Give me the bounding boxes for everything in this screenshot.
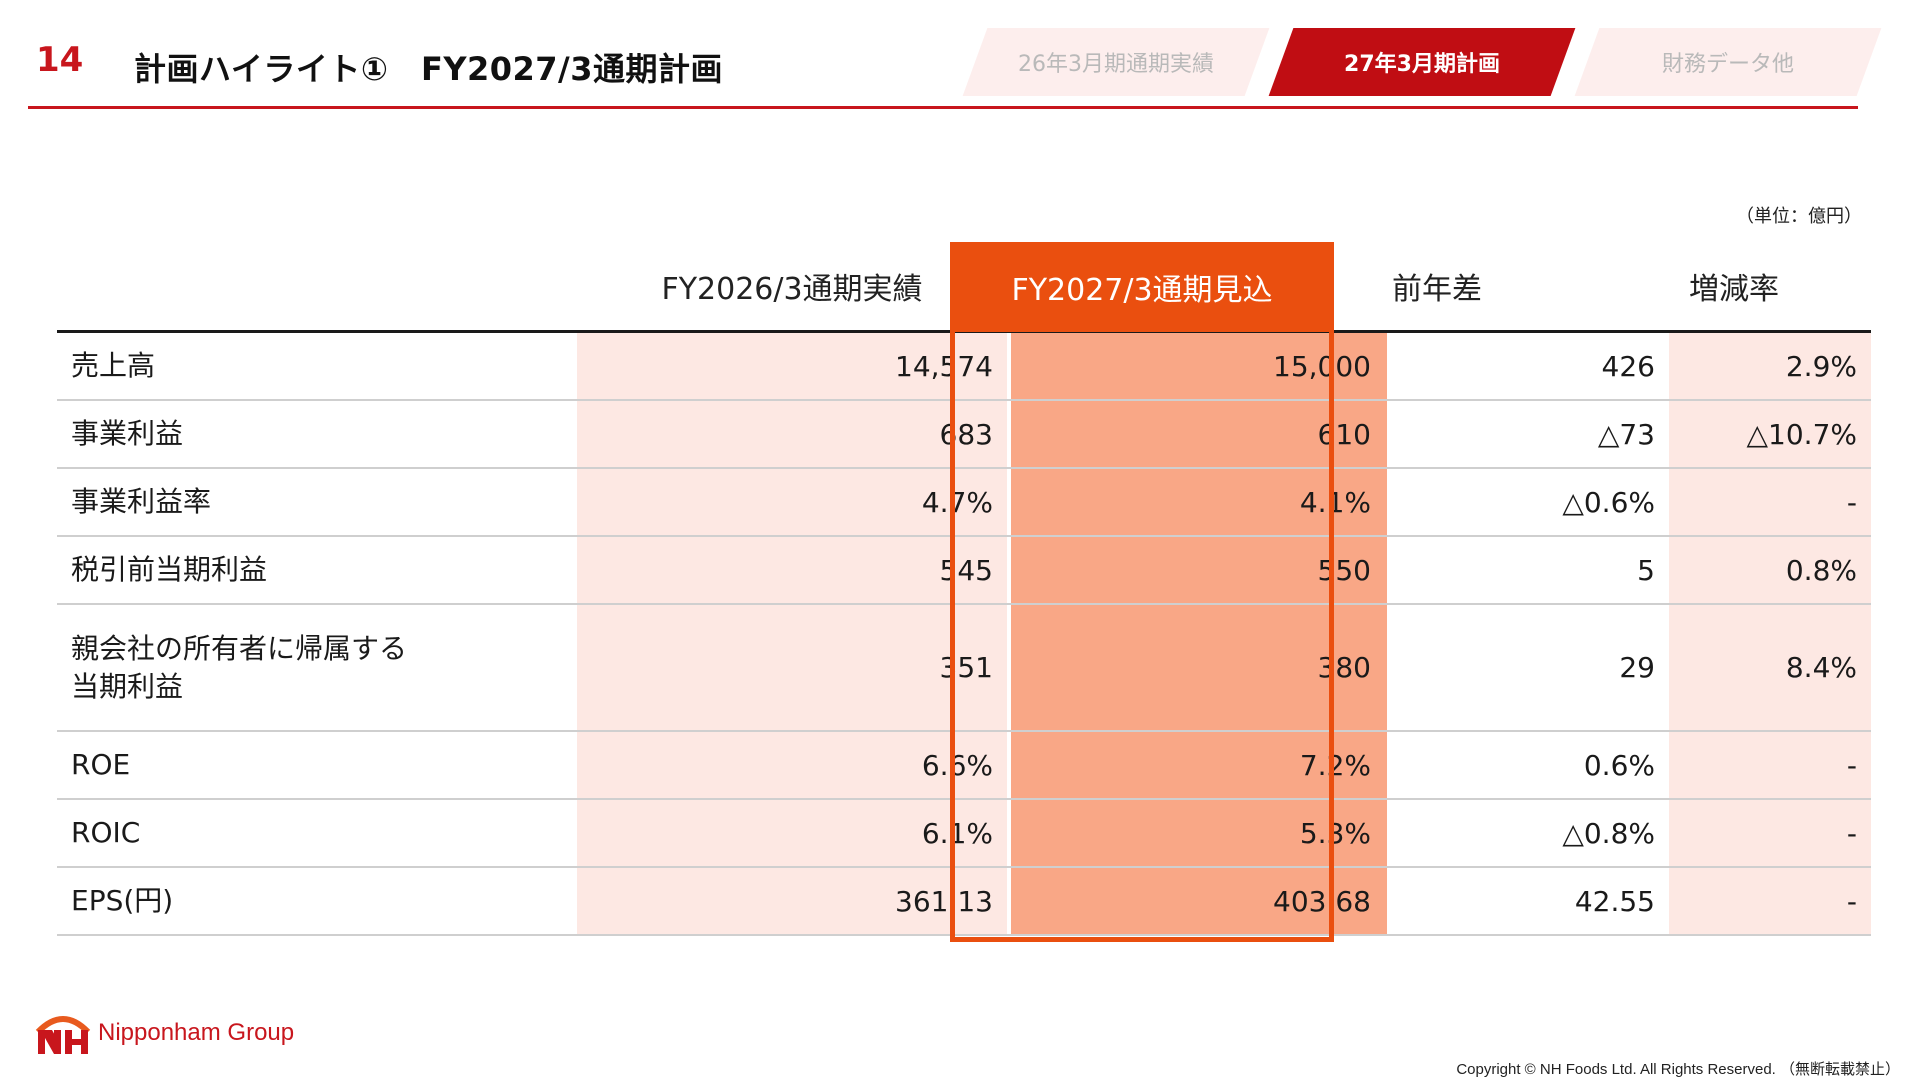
row-label: 税引前当期利益 (71, 553, 268, 586)
cell-diff: 0.6% (1583, 748, 1655, 782)
cell-rate: - (1669, 800, 1871, 866)
row-label: EPS(円) (71, 884, 174, 917)
nipponham-logo: Nipponham Group (34, 1010, 294, 1056)
column-header-fy2027: FY2027/3通期見込 (950, 242, 1334, 332)
cell-fy2027: 4.1% (1011, 469, 1387, 535)
tab-fy2026-results[interactable]: 26年3月期通期実績 (962, 28, 1270, 96)
cell-fy2027: 5.3% (1011, 800, 1387, 866)
cell-fy2026: 683 (577, 401, 1007, 467)
cell-fy2027: 380 (1011, 605, 1387, 730)
table-row-pretax-profit: 税引前当期利益 545 550 5 0.8% (57, 537, 1871, 605)
tab-label: 27年3月期計画 (1344, 52, 1500, 77)
table-row-net-profit: 親会社の所有者に帰属する 当期利益 351 380 29 8.4% (57, 605, 1871, 732)
cell-rate: - (1669, 868, 1871, 934)
cell-diff: 29 (1619, 651, 1655, 684)
column-header-diff: 前年差 (1392, 272, 1482, 307)
table-row-eps: EPS(円) 361.13 403.68 42.55 - (57, 868, 1871, 936)
row-label: ROIC (71, 816, 141, 849)
tab-financial-data[interactable]: 財務データ他 (1574, 28, 1882, 96)
tab-fy2027-plan[interactable]: 27年3月期計画 (1268, 28, 1576, 96)
column-header-fy2026: FY2026/3通期実績 (661, 272, 923, 307)
column-header-rate: 増減率 (1689, 272, 1779, 307)
cell-fy2027: 610 (1011, 401, 1387, 467)
nh-logo-icon (34, 1010, 92, 1056)
cell-fy2026: 361.13 (577, 868, 1007, 934)
cell-rate: 2.9% (1669, 333, 1871, 399)
unit-note: （単位：億円） (1736, 206, 1862, 227)
row-label: ROE (71, 748, 131, 781)
page-title: 計画ハイライト① FY2027/3通期計画 (134, 50, 724, 88)
cell-rate: - (1669, 469, 1871, 535)
cell-fy2027: 550 (1011, 537, 1387, 603)
table-row-sales: 売上高 14,574 15,000 426 2.9% (57, 333, 1871, 401)
cell-diff: △73 (1597, 417, 1655, 451)
cell-diff: △0.6% (1562, 485, 1655, 519)
cell-fy2026: 6.6% (577, 732, 1007, 798)
tab-label: 26年3月期通期実績 (1018, 52, 1214, 77)
logo-text: Nipponham Group (98, 1019, 295, 1046)
tab-label: 財務データ他 (1661, 52, 1794, 77)
row-label-line2: 当期利益 (71, 669, 184, 703)
cell-diff: 5 (1637, 553, 1655, 587)
row-label: 事業利益 (71, 417, 184, 450)
copyright-notice: Copyright © NH Foods Ltd. All Rights Res… (1456, 1061, 1900, 1078)
cell-fy2026: 4.7% (577, 469, 1007, 535)
row-label: 事業利益率 (71, 485, 212, 518)
cell-fy2026: 351 (577, 605, 1007, 730)
row-label: 親会社の所有者に帰属する 当期利益 (71, 605, 571, 730)
plan-table-header: FY2026/3通期実績 前年差 増減率 (57, 242, 1871, 330)
row-label-line1: 親会社の所有者に帰属する (71, 631, 408, 665)
slide-number: 14 (36, 40, 84, 80)
table-row-roe: ROE 6.6% 7.2% 0.6% - (57, 732, 1871, 800)
table-row-business-profit: 事業利益 683 610 △73 △10.7% (57, 401, 1871, 469)
row-label: 売上高 (71, 349, 156, 382)
cell-fy2027: 403.68 (1011, 868, 1387, 934)
cell-fy2027: 15,000 (1011, 333, 1387, 399)
cell-rate: △10.7% (1669, 401, 1871, 467)
cell-fy2027: 7.2% (1011, 732, 1387, 798)
cell-diff: 42.55 (1574, 884, 1655, 918)
cell-fy2026: 14,574 (577, 333, 1007, 399)
title-divider (28, 106, 1858, 109)
cell-rate: 0.8% (1669, 537, 1871, 603)
cell-fy2026: 6.1% (577, 800, 1007, 866)
cell-fy2026: 545 (577, 537, 1007, 603)
cell-rate: - (1669, 732, 1871, 798)
cell-rate: 8.4% (1669, 605, 1871, 730)
cell-diff: 426 (1601, 349, 1655, 383)
cell-diff: △0.8% (1562, 816, 1655, 850)
table-row-roic: ROIC 6.1% 5.3% △0.8% - (57, 800, 1871, 868)
table-row-business-profit-margin: 事業利益率 4.7% 4.1% △0.6% - (57, 469, 1871, 537)
